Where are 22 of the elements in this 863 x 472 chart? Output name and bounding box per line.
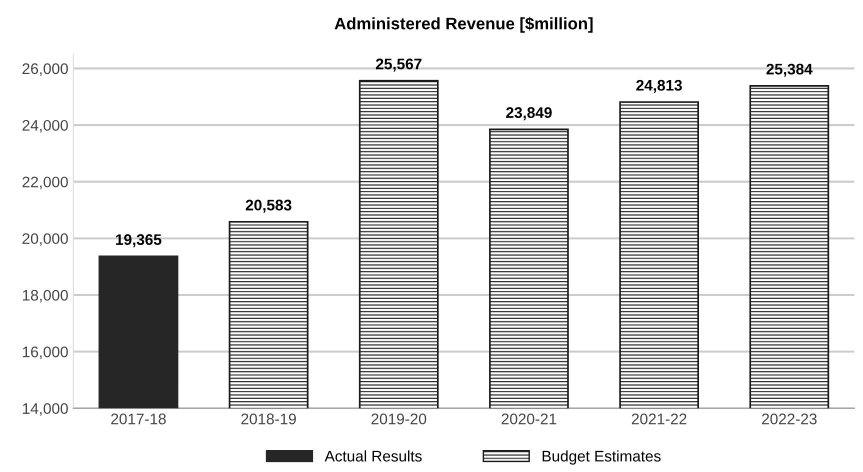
y-tick-label: 20,000: [22, 233, 68, 246]
chart-title: Administered Revenue [$million]: [334, 16, 593, 33]
x-tick-label: 2022-23: [762, 414, 817, 424]
x-tick-label: 2021-22: [632, 414, 686, 424]
data-label: 24,813: [636, 80, 682, 93]
y-tick-label: 22,000: [22, 176, 68, 190]
y-tick-label: 16,000: [22, 346, 68, 360]
legend-label: Actual Results: [324, 450, 422, 462]
data-label: 25,567: [376, 58, 422, 72]
x-tick-label: 2019-20: [372, 414, 426, 424]
data-label: 25,384: [766, 64, 813, 77]
x-tick-label: 2020-21: [502, 414, 556, 424]
legend-label: Budget Estimates: [542, 450, 661, 465]
x-tick-label: 2018-19: [241, 414, 296, 424]
x-tick-label: 2017-18: [111, 414, 166, 424]
y-tick-label: 18,000: [22, 290, 68, 302]
data-label: 19,365: [116, 234, 162, 248]
y-tick-label: 24,000: [22, 120, 68, 133]
data-label: 20,583: [246, 200, 292, 213]
y-tick-label: 14,000: [22, 403, 68, 416]
data-label: 23,849: [506, 107, 552, 120]
y-tick-label: 26,000: [22, 63, 68, 76]
